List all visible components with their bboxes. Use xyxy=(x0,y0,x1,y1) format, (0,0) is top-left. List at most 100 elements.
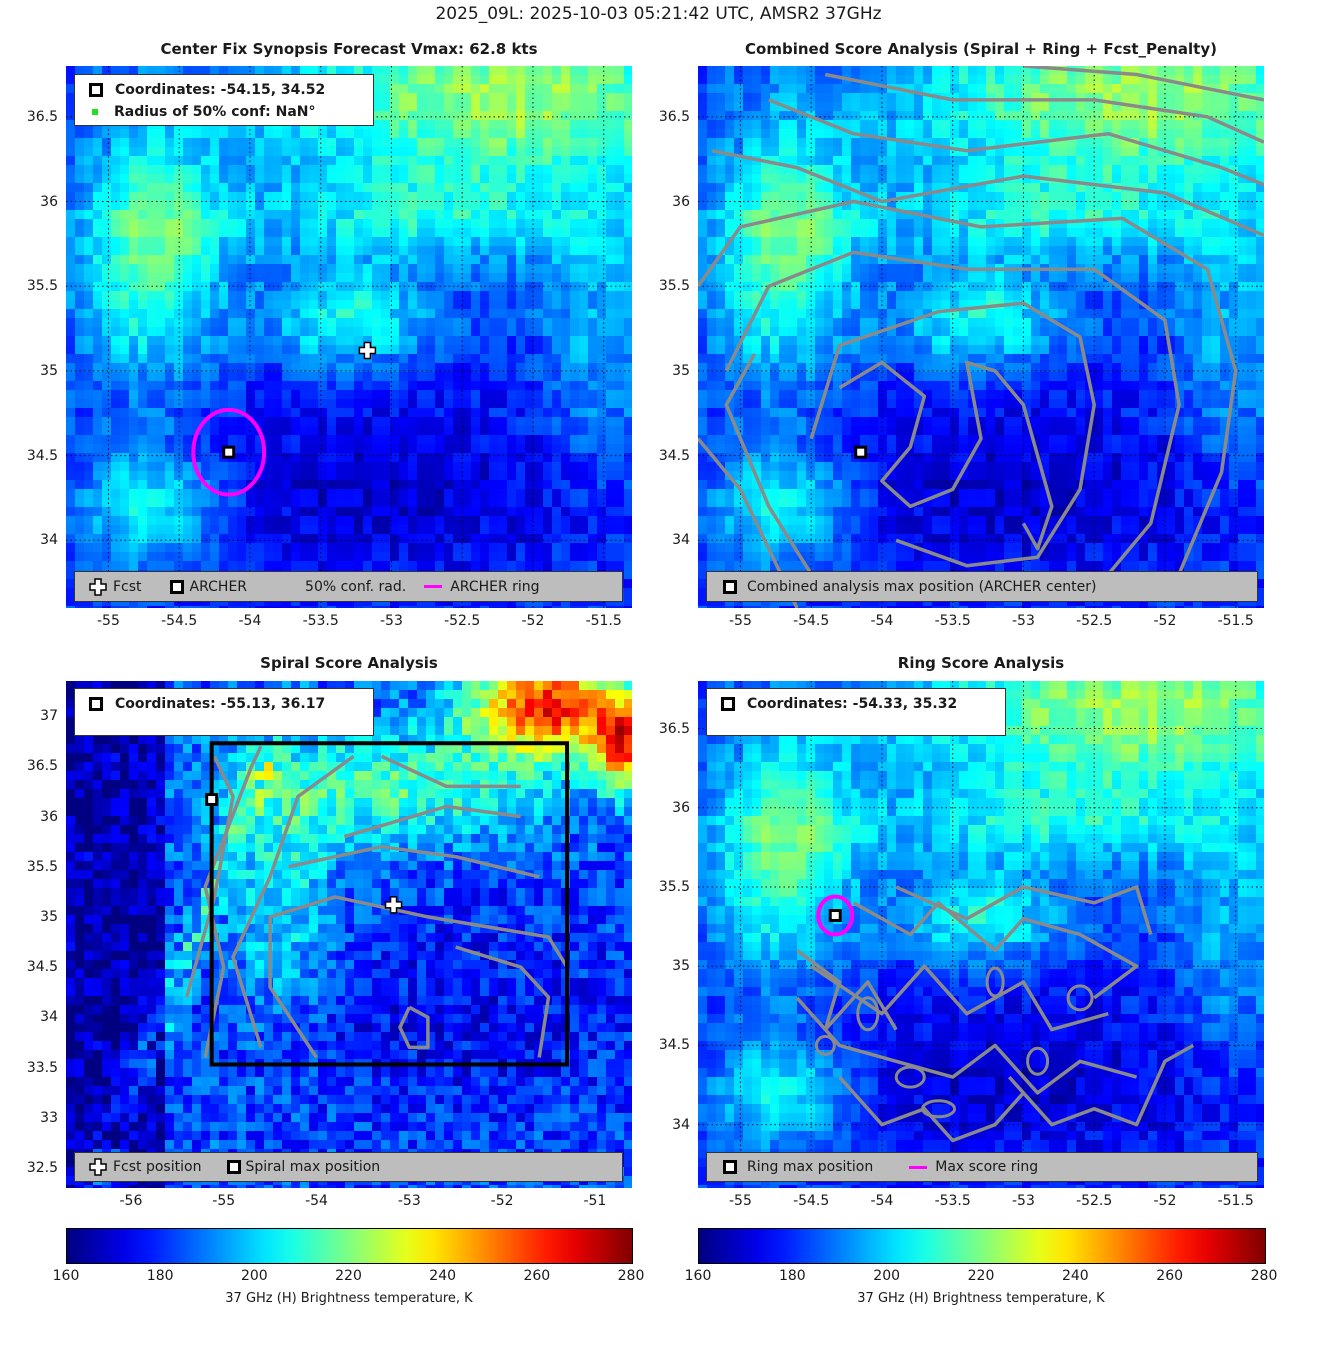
y-tick-label: 35 xyxy=(672,362,690,379)
x-tick-label: -56 xyxy=(119,1193,143,1209)
x-tick-label: -52.5 xyxy=(1076,1193,1113,1209)
spiral-coordinates: Coordinates: -55.13, 36.17 xyxy=(115,696,326,712)
combined-plot xyxy=(698,66,1264,608)
y-tick-label: 34.5 xyxy=(26,959,58,976)
score-contour xyxy=(985,966,1005,998)
x-tick-label: -53 xyxy=(1012,1193,1035,1209)
grid-lines xyxy=(698,681,1264,1188)
y-tick-label: 36.5 xyxy=(26,108,58,125)
combined-legend: Combined analysis max position (ARCHER c… xyxy=(706,571,1258,602)
grid-lines xyxy=(66,66,632,608)
colorbar-tick-label: 180 xyxy=(146,1268,174,1284)
synopsis-coord-box: Coordinates: -54.15, 34.52 Radius of 50%… xyxy=(74,74,374,126)
max-marker-icon xyxy=(723,579,737,594)
ring-marker-icon xyxy=(721,697,735,711)
colorbar-right-label: 37 GHz (H) Brightness temperature, K xyxy=(857,1291,1105,1306)
y-tick-label: 35.5 xyxy=(658,878,690,895)
colorbar-tick-label: 160 xyxy=(52,1268,80,1284)
y-tick-label: 35.5 xyxy=(658,278,690,295)
score-contour xyxy=(343,804,521,839)
y-tick-label: 35 xyxy=(40,362,58,379)
y-tick-label: 34.5 xyxy=(658,1037,690,1054)
figure-title: 2025_09L: 2025-10-03 05:21:42 UTC, AMSR2… xyxy=(435,4,882,24)
y-tick-label: 34 xyxy=(672,1116,690,1133)
spiral-coord-box: Coordinates: -55.13, 36.17 xyxy=(74,688,374,736)
x-tick-label: -52.5 xyxy=(444,613,481,629)
colorbar-tick-label: 280 xyxy=(1250,1268,1278,1284)
score-contour xyxy=(288,844,540,879)
y-tick-label: 36 xyxy=(40,193,58,210)
ring-coord-box: Coordinates: -54.33, 35.32 xyxy=(706,688,1006,736)
x-tick-label: -53 xyxy=(397,1193,421,1209)
brightness-temperature-field xyxy=(698,681,1264,1188)
legend-ring-ring: Max score ring xyxy=(935,1159,1039,1175)
colorbar-tick-label: 240 xyxy=(1061,1268,1089,1284)
ring-line-icon xyxy=(424,585,443,588)
score-contour xyxy=(1066,984,1094,1012)
x-tick-label: -53 xyxy=(1012,613,1035,629)
colorbar-gradient xyxy=(699,1229,1265,1263)
colorbar-left-label: 37 GHz (H) Brightness temperature, K xyxy=(225,1291,473,1306)
y-tick-label: 36 xyxy=(40,808,58,825)
colorbar-tick-label: 240 xyxy=(429,1268,457,1284)
legend-conf: 50% conf. rad. xyxy=(305,578,407,595)
x-tick-label: -55 xyxy=(729,613,752,629)
search-box xyxy=(209,741,570,1067)
x-tick-label: -52 xyxy=(490,1193,514,1209)
y-tick-label: 35.5 xyxy=(26,858,58,875)
score-contour xyxy=(724,250,1181,593)
fcst-plus-icon xyxy=(89,577,107,596)
score-contour xyxy=(768,98,1264,187)
score-contour xyxy=(380,754,521,789)
x-tick-label: -55 xyxy=(97,613,120,629)
y-tick-label: 35.5 xyxy=(26,278,58,295)
spiral-marker-icon xyxy=(227,1160,242,1174)
y-tick-label: 35 xyxy=(40,908,58,925)
x-tick-label: -54 xyxy=(870,1193,894,1209)
score-contour xyxy=(814,1034,836,1056)
x-tick-label: -51 xyxy=(583,1193,607,1209)
x-tick-label: -52 xyxy=(521,613,545,629)
y-tick-label: 34.5 xyxy=(26,447,58,464)
archer-marker-icon xyxy=(89,83,103,97)
score-contour xyxy=(1026,1046,1050,1076)
y-tick-label: 36.5 xyxy=(658,108,690,125)
legend-fcst: Fcst xyxy=(113,578,142,595)
colorbar-right xyxy=(698,1228,1266,1264)
score-contour xyxy=(184,755,235,998)
ring-coordinates: Coordinates: -54.33, 35.32 xyxy=(747,696,958,712)
forecast-marker xyxy=(384,896,403,914)
x-tick-label: -54 xyxy=(238,613,262,629)
score-contour xyxy=(894,1065,926,1089)
y-tick-label: 33.5 xyxy=(26,1059,58,1076)
y-tick-label: 32.5 xyxy=(26,1159,58,1176)
x-tick-label: -51.5 xyxy=(1217,1193,1254,1209)
score-contour xyxy=(838,360,1054,551)
synopsis-plot xyxy=(66,66,632,608)
y-tick-label: 34 xyxy=(40,1009,58,1026)
spiral-title: Spiral Score Analysis xyxy=(260,654,438,672)
score-contour xyxy=(203,745,263,1058)
colorbar-tick-label: 220 xyxy=(967,1268,995,1284)
y-tick-label: 35 xyxy=(672,958,690,975)
score-contour xyxy=(711,148,1264,238)
score-contour xyxy=(921,1099,957,1119)
score-contour xyxy=(838,1075,1025,1143)
colorbar-gradient xyxy=(67,1229,632,1263)
forecast-marker xyxy=(358,341,377,360)
brightness-temperature-field xyxy=(66,681,632,1188)
legend-spiral-max: Spiral max position xyxy=(245,1159,381,1175)
score-contour xyxy=(810,964,1109,1032)
colorbar-tick-label: 220 xyxy=(335,1268,362,1284)
x-tick-label: -53.5 xyxy=(934,613,971,629)
y-tick-label: 36 xyxy=(672,799,690,816)
spiral-legend: Fcst position Spiral max position xyxy=(74,1152,623,1182)
score-contour xyxy=(895,885,1153,936)
legend-archer: ARCHER xyxy=(189,578,248,595)
score-contour xyxy=(1023,66,1264,102)
x-tick-label: -54.5 xyxy=(793,613,830,629)
y-tick-label: 33 xyxy=(40,1109,58,1126)
x-tick-label: -52 xyxy=(1153,613,1177,629)
combined-max-marker xyxy=(854,445,868,459)
score-contour xyxy=(795,948,898,1032)
